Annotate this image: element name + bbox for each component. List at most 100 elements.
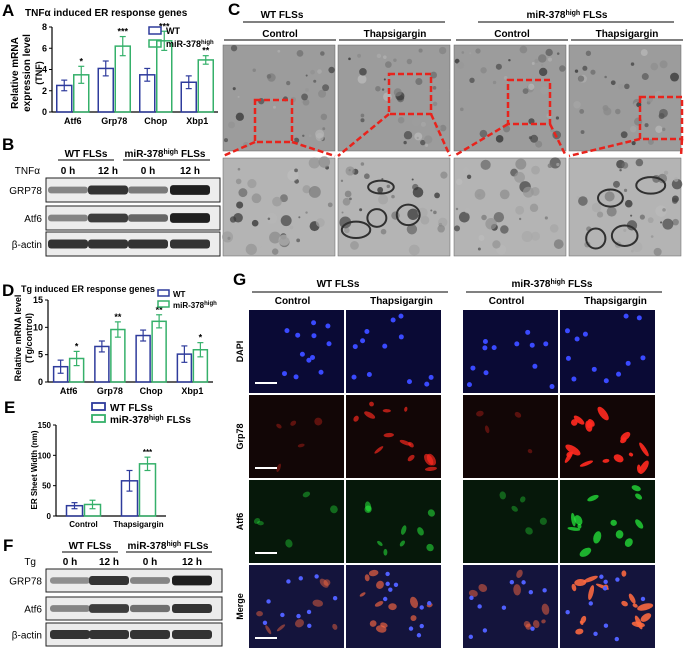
- if-cell-signal: [575, 628, 584, 635]
- em-organelle: [360, 113, 365, 118]
- em-organelle: [531, 165, 540, 175]
- if-cell-signal: [573, 415, 585, 425]
- if-cell-signal: [399, 540, 406, 547]
- if-nucleus: [593, 631, 598, 637]
- em-organelle: [631, 141, 636, 146]
- legend-label-mir: miR-378: [110, 415, 149, 426]
- if-cell-signal: [523, 621, 531, 628]
- panel-f-group-wt: WT FLSs: [69, 541, 112, 552]
- panel-a-title: TNFα induced ER response genes: [25, 8, 188, 19]
- panel-e-y-tick-label: 150: [38, 421, 52, 430]
- em-organelle: [259, 245, 269, 256]
- panel-b-row-label: β-actin: [12, 240, 42, 251]
- em-organelle: [294, 168, 298, 173]
- if-nucleus: [385, 571, 390, 577]
- em-organelle: [464, 207, 471, 214]
- if-nucleus: [398, 334, 404, 340]
- em-organelle: [414, 132, 423, 141]
- panel-b-band: [170, 213, 210, 223]
- em-organelle: [327, 202, 333, 208]
- if-nucleus: [615, 577, 620, 582]
- em-organelle: [521, 230, 533, 243]
- if-cell-signal: [374, 446, 384, 454]
- svg-text:miR-378high FLSs: miR-378high FLSs: [125, 149, 206, 160]
- em-organelle: [495, 63, 502, 70]
- em-organelle: [415, 77, 423, 86]
- em-micrograph: [453, 44, 567, 152]
- if-cell-signal: [330, 505, 338, 514]
- em-organelle: [659, 60, 668, 69]
- legend-label-mir-sup: high: [201, 40, 214, 46]
- panel-f-band: [172, 575, 212, 586]
- em-organelle: [528, 83, 535, 90]
- em-organelle: [469, 52, 472, 55]
- em-organelle: [405, 220, 409, 223]
- panel-g-group-mir-post: FLSs: [565, 279, 593, 290]
- em-organelle: [621, 162, 629, 169]
- em-organelle: [247, 178, 257, 189]
- if-cell-signal: [514, 411, 522, 418]
- em-organelle: [340, 179, 344, 183]
- em-organelle: [287, 169, 299, 182]
- em-organelle: [555, 99, 562, 106]
- panel-c-group-wt: WT FLSs: [261, 10, 304, 21]
- if-cell-signal: [527, 448, 533, 454]
- em-organelle: [344, 190, 352, 198]
- if-cell-signal: [539, 517, 547, 525]
- legend-swatch-wt: [91, 402, 106, 411]
- em-organelle: [232, 87, 236, 91]
- em-organelle: [659, 108, 668, 118]
- em-organelle: [662, 127, 666, 132]
- em-organelle: [277, 49, 281, 53]
- if-nucleus: [571, 376, 577, 382]
- em-organelle: [344, 227, 350, 234]
- em-organelle: [650, 62, 659, 71]
- if-cell-signal: [597, 406, 609, 421]
- panel-b-band: [48, 239, 88, 249]
- panel-e-y-tick-label: 50: [42, 482, 51, 491]
- legend-label-mir-sup: high: [204, 301, 217, 307]
- em-organelle: [245, 243, 257, 256]
- panel-f-blot: GRP78 Atf6 β-actin: [9, 568, 223, 647]
- if-nucleus: [325, 323, 331, 329]
- panel-b-band: [170, 185, 210, 195]
- panel-g-condition-label: Thapsigargin: [370, 296, 433, 307]
- em-organelle: [381, 88, 385, 91]
- if-cell-signal: [541, 619, 546, 624]
- panel-c-group-mir-post: FLSs: [580, 10, 608, 21]
- em-organelle: [493, 212, 505, 223]
- panel-b-row-label: GRP78: [9, 186, 42, 197]
- em-organelle: [397, 116, 405, 124]
- panel-a-bar: [156, 40, 173, 113]
- em-organelle: [663, 170, 669, 175]
- em-organelle: [272, 105, 276, 109]
- em-organelle: [591, 202, 602, 213]
- if-cell-signal: [513, 584, 521, 596]
- em-organelle: [375, 85, 381, 92]
- em-organelle: [439, 124, 447, 132]
- panel-d-significance: **: [156, 305, 164, 315]
- em-organelle: [519, 45, 528, 54]
- if-cell-signal: [516, 569, 523, 578]
- em-organelle: [644, 123, 649, 128]
- if-cell-signal: [579, 460, 594, 467]
- if-cell-signal: [375, 625, 387, 633]
- panel-a-significance: ***: [159, 21, 170, 31]
- panel-b-band: [170, 239, 210, 249]
- if-nucleus: [530, 626, 535, 631]
- em-organelle: [477, 247, 481, 251]
- em-organelle: [409, 89, 413, 93]
- if-nucleus: [582, 331, 588, 337]
- legend-swatch-mir: [148, 39, 162, 48]
- panel-e-letter: E: [4, 398, 15, 417]
- if-nucleus: [532, 363, 538, 369]
- if-cell-signal: [631, 621, 645, 628]
- if-nucleus: [468, 634, 474, 640]
- panel-c-condition-label: Thapsigargin: [364, 29, 427, 40]
- if-cell-signal: [294, 619, 305, 628]
- svg-text:miR-378high FLSs: miR-378high FLSs: [527, 10, 608, 21]
- em-organelle: [406, 224, 418, 235]
- em-organelle: [359, 68, 367, 76]
- panel-c-group-mir-sup: high: [565, 10, 580, 17]
